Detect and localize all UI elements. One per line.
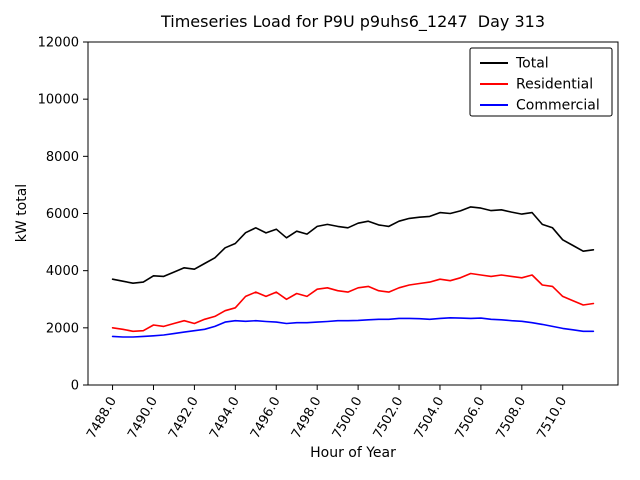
y-tick-label: 0 [71, 379, 79, 394]
legend-label-residential: Residential [516, 77, 593, 93]
x-tick-label: 7500.0 [330, 395, 366, 442]
series-line-residential [111, 272, 595, 333]
legend-box [469, 47, 613, 117]
y-tick-label: 6000 [46, 207, 79, 222]
x-tick-label: 7504.0 [412, 395, 448, 442]
y-tick-label: 4000 [46, 264, 79, 279]
legend-label-total: Total [515, 56, 549, 72]
y-tick-label: 2000 [46, 321, 79, 336]
x-tick-label: 7506.0 [453, 395, 489, 442]
y-tick-label: 12000 [38, 36, 79, 51]
x-tick-label: 7492.0 [166, 395, 202, 442]
x-axis-label: Hour of Year [310, 445, 396, 461]
legend-label-commercial: Commercial [516, 98, 600, 114]
x-tick-label: 7510.0 [534, 395, 570, 442]
chart-title: Timeseries Load for P9U p9uhs6_1247 Day … [160, 12, 546, 31]
x-tick-label: 7488.0 [84, 395, 120, 442]
x-tick-label: 7502.0 [371, 395, 407, 442]
series-line-total [111, 206, 595, 285]
x-tick-label: 7498.0 [289, 395, 325, 442]
x-tick-label: 7490.0 [125, 395, 161, 442]
x-tick-label: 7494.0 [207, 395, 243, 442]
series-line-commercial [111, 316, 595, 338]
x-tick-label: 7496.0 [248, 395, 284, 442]
x-tick-label: 7508.0 [494, 395, 530, 442]
y-tick-label: 8000 [46, 150, 79, 165]
y-axis-label: kW total [14, 183, 30, 243]
y-tick-label: 10000 [38, 93, 79, 108]
